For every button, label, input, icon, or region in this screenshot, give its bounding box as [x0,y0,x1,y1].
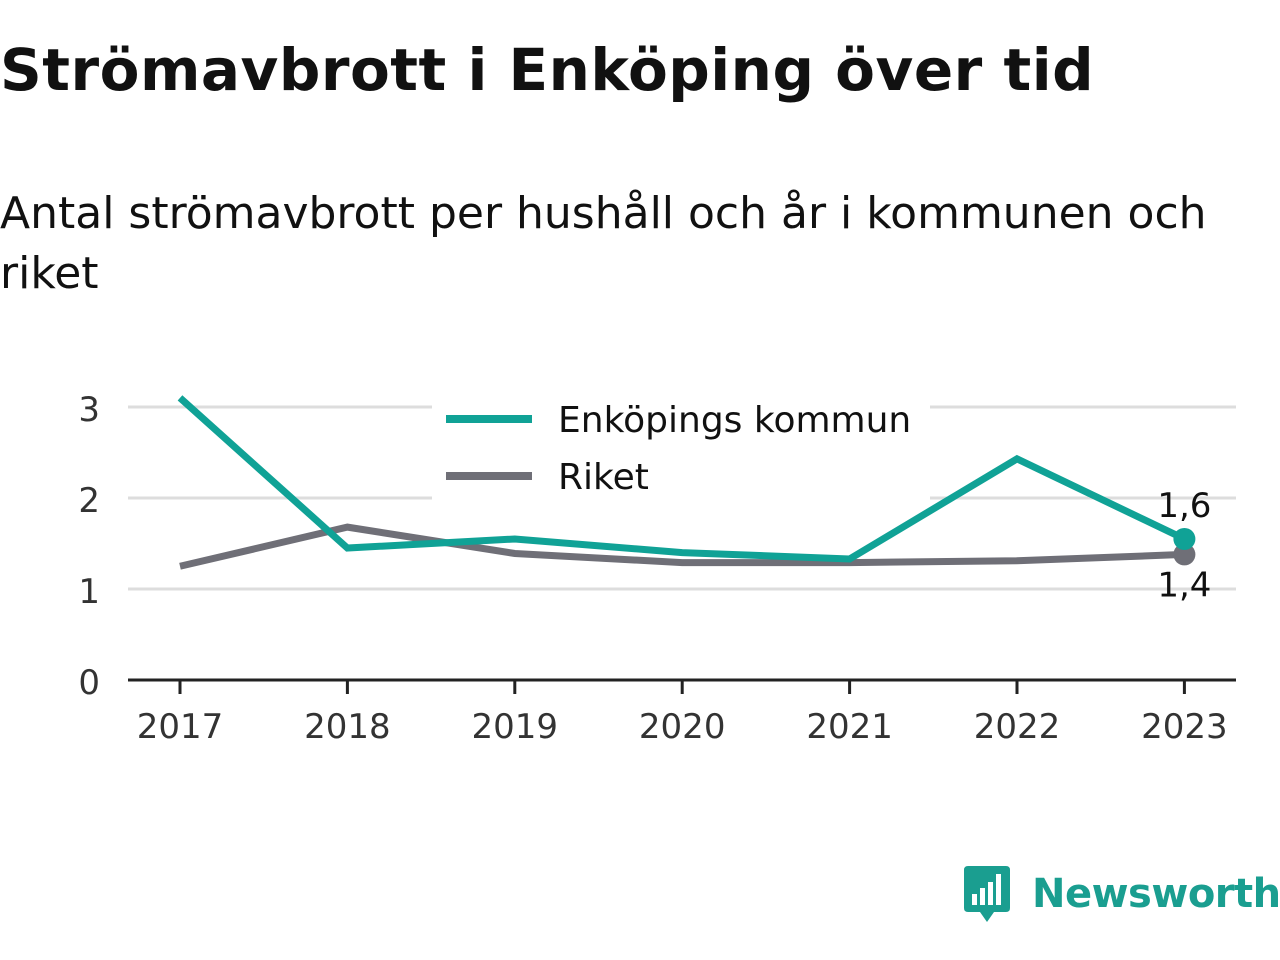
legend: Enköpings kommun Riket [432,384,930,502]
end-label-riket: 1,4 [1157,565,1211,605]
x-tick-label: 2021 [806,707,893,747]
end-label-kommun: 1,6 [1157,486,1211,526]
y-tick-label: 3 [78,390,100,430]
end-point-riket [1173,543,1196,566]
chart-subtitle: Antal strömavbrott per hushåll och år i … [0,188,1207,299]
series-lines [177,395,1186,570]
x-axis [128,678,1236,694]
x-tick-label: 2022 [974,707,1061,747]
tick-labels: 0 1 2 3 2017 2018 2019 2020 2021 2022 2023 [78,390,1227,747]
chart-title: Strömavbrott i Enköping över tid [0,36,1095,104]
y-tick-label: 0 [78,663,100,703]
end-points: 1,6 1,4 [1157,486,1211,605]
end-point-kommun [1173,527,1196,550]
newsworthy-logo-icon [964,866,1010,922]
legend-label: Enköpings kommun [558,400,911,441]
legend-label: Riket [558,457,649,498]
x-tick-label: 2019 [472,707,559,747]
y-tick-label: 2 [78,481,100,521]
series-line-riket [179,523,1185,570]
newsworthy-logo: Newsworthy [962,862,1280,926]
x-tick-label: 2017 [137,707,224,747]
series-line-kommun [177,395,1186,563]
y-tick-label: 1 [78,572,100,612]
legend-background [432,384,930,502]
x-tick-label: 2020 [639,707,726,747]
x-tick-label: 2018 [304,707,391,747]
logo-text: Newsworthy [1032,871,1280,917]
x-tick-label: 2023 [1141,707,1228,747]
